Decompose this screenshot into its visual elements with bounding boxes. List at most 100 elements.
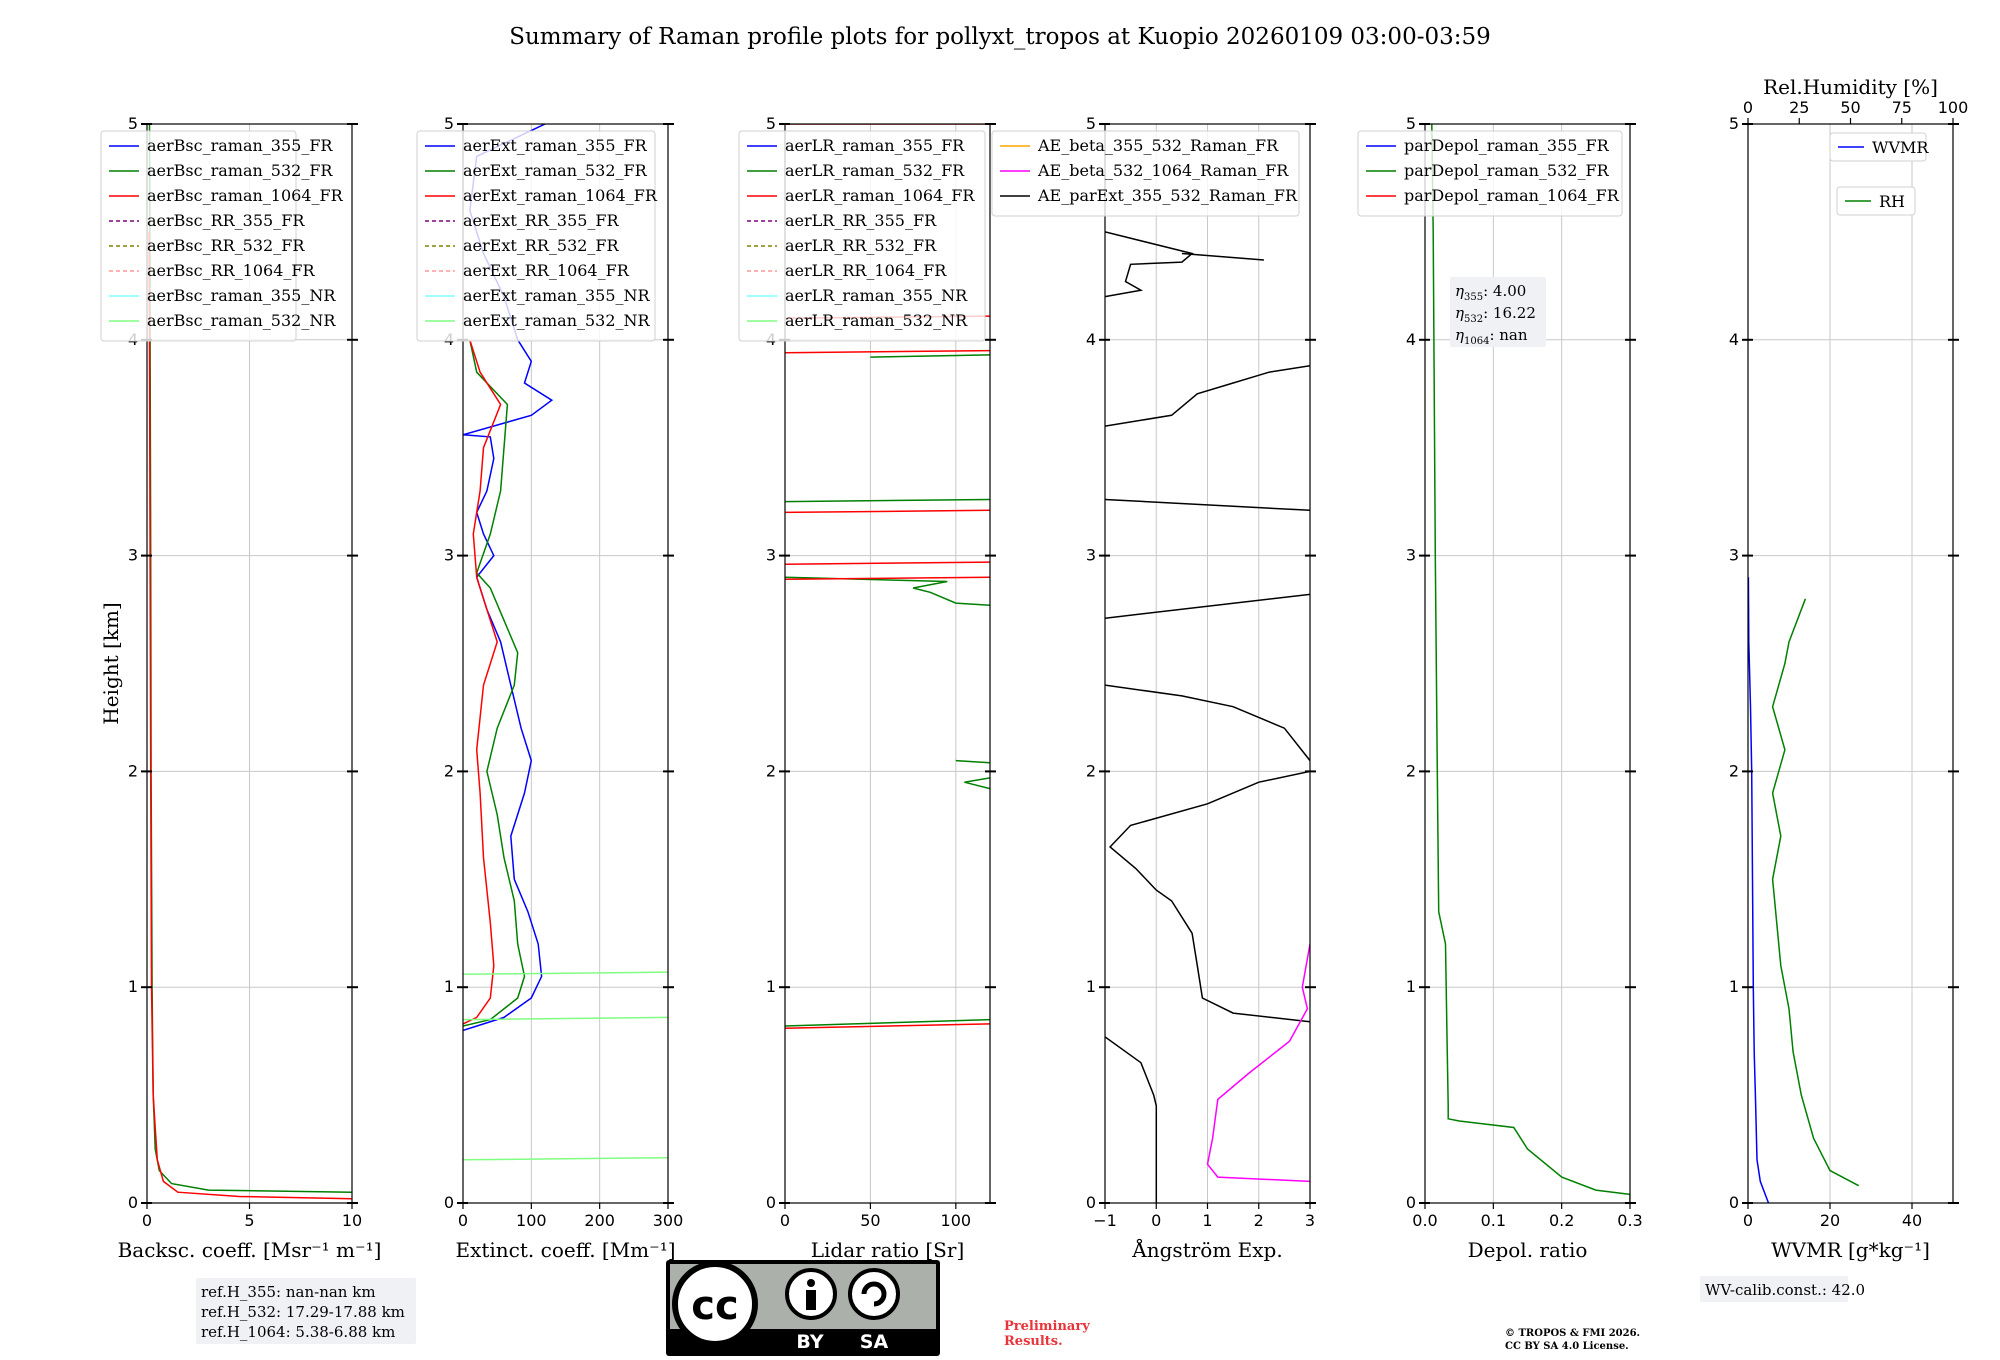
legend-depol: parDepol_raman_355_FR parDepol_raman_532_…	[1357, 130, 1623, 217]
xtick-label: 0	[1743, 1211, 1753, 1230]
xtick-label: 1	[1202, 1211, 1212, 1230]
legend-label-aerBsc_raman_355_FR: aerBsc_raman_355_FR	[147, 136, 333, 155]
ytick-label: 1	[128, 977, 138, 996]
ref-h-355: ref.H_355: nan-nan km	[201, 1283, 376, 1301]
eta-1064: η1064: nan	[1455, 326, 1528, 347]
xtick-label: 0.1	[1481, 1211, 1506, 1230]
ytick-label: 5	[128, 114, 138, 133]
top-axis-label: Rel.Humidity [%]	[1763, 75, 1938, 99]
legend-label-aerExt_RR_355_FR: aerExt_RR_355_FR	[463, 211, 620, 230]
panel-backscatter: 0123450510Backsc. coeff. [Msr⁻¹ m⁻¹]Heig…	[99, 114, 381, 1262]
legend-backscatter: aerBsc_raman_355_FR aerBsc_raman_532_FRae…	[100, 130, 344, 342]
ytick-label: 3	[1729, 546, 1739, 565]
eta-box-bg	[1450, 277, 1546, 347]
legend-label-aerLR_raman_355_NR: aerLR_raman_355_NR	[785, 286, 968, 305]
xtick-label: 0.3	[1617, 1211, 1642, 1230]
legend-label-aerLR_RR_1064_FR: aerLR_RR_1064_FR	[785, 261, 947, 280]
legend-label-parDepol_raman_532_FR: parDepol_raman_532_FR	[1404, 161, 1610, 180]
ytick-label: 5	[1406, 114, 1416, 133]
legend-box	[738, 130, 986, 342]
legend-label-aerLR_raman_1064_FR: aerLR_raman_1064_FR	[785, 186, 975, 205]
series-group-extinction	[463, 124, 668, 1161]
ytick-label: 0	[128, 1193, 138, 1212]
top-xtick-label: 25	[1789, 98, 1809, 117]
ytick-label: 2	[1406, 761, 1416, 780]
legend-label-aerExt_raman_355_FR: aerExt_raman_355_FR	[463, 136, 648, 155]
panel-extinction: 0123450100200300Extinct. coeff. [Mm⁻¹]ae…	[416, 114, 684, 1262]
legend-box	[100, 130, 297, 342]
cc-license-badge: cc BY SA	[666, 1260, 940, 1356]
panel-depol: 0 1 2 3 4 5 0.0 0.1 0.2 0.3 Depol. ratio parDepol_r…	[1357, 114, 1643, 1262]
ytick-label: 0	[444, 1193, 454, 1212]
axes-frame	[462, 123, 669, 1204]
xtick-label: 2	[1254, 1211, 1264, 1230]
eta-355: η355: 4.00	[1455, 282, 1526, 303]
legend-box	[991, 130, 1300, 217]
ytick-label: 5	[766, 114, 776, 133]
series-line-aerLR_raman_532_FR-d	[785, 576, 990, 606]
xtick-label: 100	[941, 1211, 972, 1230]
legend-label-aerBsc_raman_532_FR: aerBsc_raman_532_FR	[147, 161, 333, 180]
legend-label-AE_parExt_355_532_Raman_FR: AE_parExt_355_532_Raman_FR	[1037, 186, 1298, 205]
series-line-aerLR_raman_1064_FR-e	[785, 349, 990, 354]
ytick-label: 0	[1729, 1193, 1739, 1212]
series-line-AE_parExt_355_532_Raman_FR	[1105, 1036, 1158, 1203]
legend-label-aerExt_RR_532_FR: aerExt_RR_532_FR	[463, 236, 620, 255]
series-line-aerLR_raman_532_FR-e	[785, 498, 990, 503]
axes-frame	[1424, 123, 1631, 1204]
xtick-label: 0.2	[1549, 1211, 1574, 1230]
xtick-label: 0	[142, 1211, 152, 1230]
series-group-depol	[1431, 124, 1630, 1203]
legend-label-parDepol_raman_355_FR: parDepol_raman_355_FR	[1404, 136, 1610, 155]
xtick-label: 0.0	[1412, 1211, 1437, 1230]
legend-label-aerBsc_RR_532_FR: aerBsc_RR_532_FR	[147, 236, 305, 255]
legend-label-RH: RH	[1879, 192, 1905, 211]
legend-label-aerLR_RR_355_FR: aerLR_RR_355_FR	[785, 211, 937, 230]
legend-angstrom: AE_beta_355_532_Raman_FR AE_beta_532_1064…	[991, 130, 1300, 217]
license-by: BY	[796, 1331, 823, 1353]
preliminary-note-1: Preliminary	[1004, 1319, 1090, 1334]
series-line-AE_beta_532_1064_Raman_FR	[1206, 943, 1310, 1183]
xtick-label: 200	[584, 1211, 615, 1230]
series-line-aerExt_raman_532_FR	[463, 339, 526, 1027]
xtick-label: −1	[1093, 1211, 1117, 1230]
ytick-label: 1	[766, 977, 776, 996]
series-line-AE_parExt_355_532_Raman_FR-c	[1105, 684, 1310, 762]
legend-label-aerBsc_RR_355_FR: aerBsc_RR_355_FR	[147, 211, 305, 230]
series-line-aerLR_raman_1064_FR-d	[785, 509, 990, 514]
ytick-label: 4	[1729, 330, 1739, 349]
cc-logo-text: cc	[691, 1283, 738, 1329]
legend-label-aerExt_raman_1064_FR: aerExt_raman_1064_FR	[463, 186, 658, 205]
copyright-line-2: CC BY SA 4.0 License.	[1505, 1341, 1629, 1352]
legend-label-AE_beta_532_1064_Raman_FR: AE_beta_532_1064_Raman_FR	[1037, 161, 1289, 180]
legend-label-aerExt_raman_355_NR: aerExt_raman_355_NR	[463, 286, 651, 305]
ytick-label: 3	[1086, 546, 1096, 565]
y-axis-label: Height [km]	[99, 602, 123, 724]
ytick-label: 4	[1086, 330, 1096, 349]
legend-label-aerLR_raman_532_FR: aerLR_raman_532_FR	[785, 161, 965, 180]
ytick-label: 4	[1406, 330, 1416, 349]
x-axis-label: Lidar ratio [Sr]	[811, 1238, 965, 1262]
xtick-label: 300	[653, 1211, 684, 1230]
legend-label-AE_beta_355_532_Raman_FR: AE_beta_355_532_Raman_FR	[1037, 136, 1279, 155]
ytick-label: 3	[766, 546, 776, 565]
ref-h-532: ref.H_532: 17.29-17.88 km	[201, 1303, 405, 1321]
ytick-label: 3	[1406, 546, 1416, 565]
legend-label-aerExt_raman_532_FR: aerExt_raman_532_FR	[463, 161, 648, 180]
x-axis-label: Backsc. coeff. [Msr⁻¹ m⁻¹]	[118, 1238, 382, 1262]
ytick-label: 2	[128, 761, 138, 780]
figure-title: Summary of Raman profile plots for polly…	[509, 24, 1491, 50]
series-line-aerExt_raman_532_NR-c	[463, 971, 668, 976]
legend-label-WVMR: WVMR	[1872, 138, 1929, 157]
reference-height-box: ref.H_355: nan-nan km ref.H_532: 17.29-1…	[196, 1278, 416, 1344]
ref-h-1064: ref.H_1064: 5.38-6.88 km	[201, 1323, 395, 1341]
series-line-aerExt_raman_355_FR	[463, 124, 554, 1032]
legend-label-aerBsc_raman_532_NR: aerBsc_raman_532_NR	[147, 311, 336, 330]
legend-label-aerLR_raman_355_FR: aerLR_raman_355_FR	[785, 136, 965, 155]
ytick-label: 0	[1406, 1193, 1416, 1212]
legend-label-aerExt_RR_1064_FR: aerExt_RR_1064_FR	[463, 261, 630, 280]
xtick-label: 0	[458, 1211, 468, 1230]
ytick-label: 2	[766, 761, 776, 780]
legend-label-parDepol_raman_1064_FR: parDepol_raman_1064_FR	[1404, 186, 1620, 205]
